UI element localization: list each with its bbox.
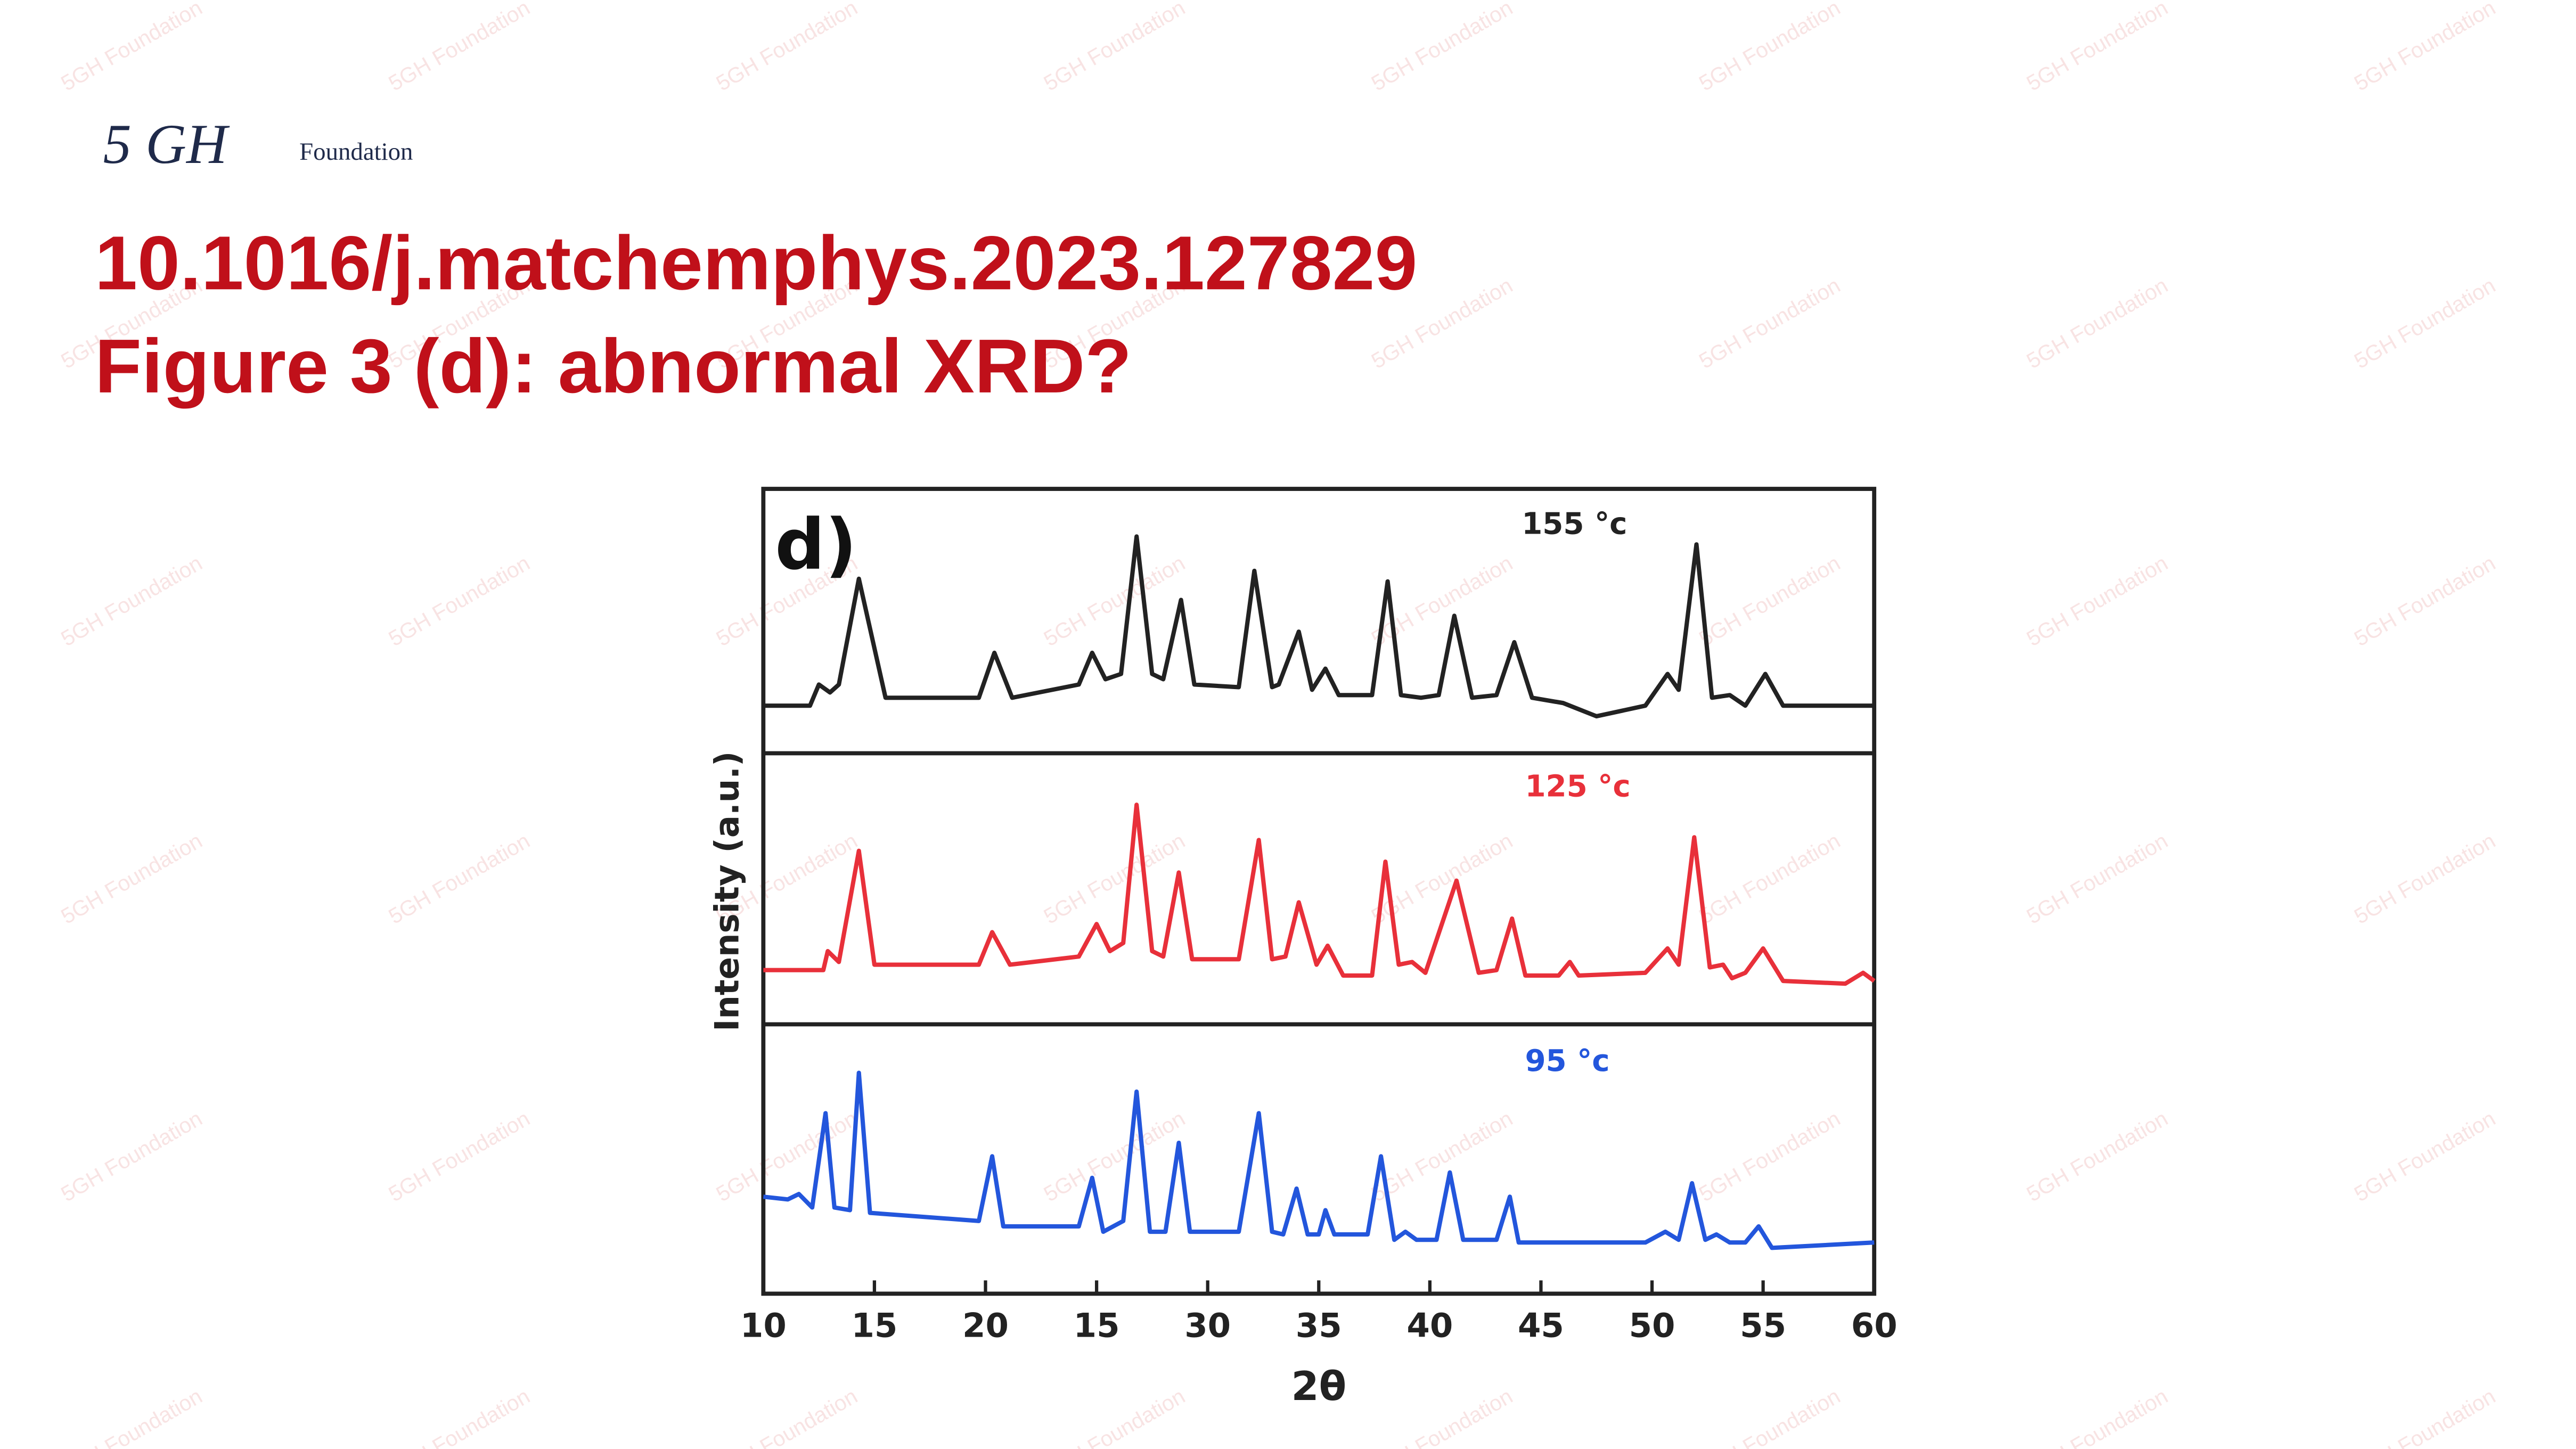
- panel-label: d): [775, 504, 857, 585]
- x-tick-label: 30: [1184, 1306, 1231, 1345]
- x-tick-label: 15: [851, 1306, 897, 1345]
- series-label: 155 °c: [1522, 506, 1627, 541]
- x-tick-label: 35: [1296, 1306, 1342, 1345]
- series-line: [763, 803, 1876, 986]
- slide-title: 10.1016/j.matchemphys.2023.127829: [95, 220, 1417, 306]
- series-line: [763, 1070, 1875, 1250]
- x-axis-label: 2θ: [1291, 1363, 1346, 1410]
- x-tick-label: 40: [1406, 1306, 1453, 1345]
- x-tick-label: 10: [740, 1306, 787, 1345]
- logo-mark: 5 GH: [103, 112, 230, 175]
- slide-subtitle: Figure 3 (d): abnormal XRD?: [95, 324, 1132, 409]
- x-tick-label: 45: [1518, 1306, 1564, 1345]
- chart: 10 15 20 15 30 35 40 45 50 55 60 d) 2θ Intensity (a.u…: [707, 487, 1898, 1410]
- y-axis-label: Intensity (a.u.): [707, 751, 746, 1032]
- series-label: 95 °c: [1525, 1044, 1609, 1078]
- series-line: [763, 534, 1875, 719]
- x-tick-label: 50: [1629, 1306, 1675, 1345]
- x-tick-label: 20: [962, 1306, 1009, 1345]
- logo-text: Foundation: [299, 138, 413, 166]
- x-tick-label: 15: [1074, 1306, 1120, 1345]
- x-tick-label: 60: [1851, 1306, 1898, 1345]
- x-tick-label: 55: [1740, 1306, 1786, 1345]
- series-label: 125 °c: [1525, 769, 1630, 804]
